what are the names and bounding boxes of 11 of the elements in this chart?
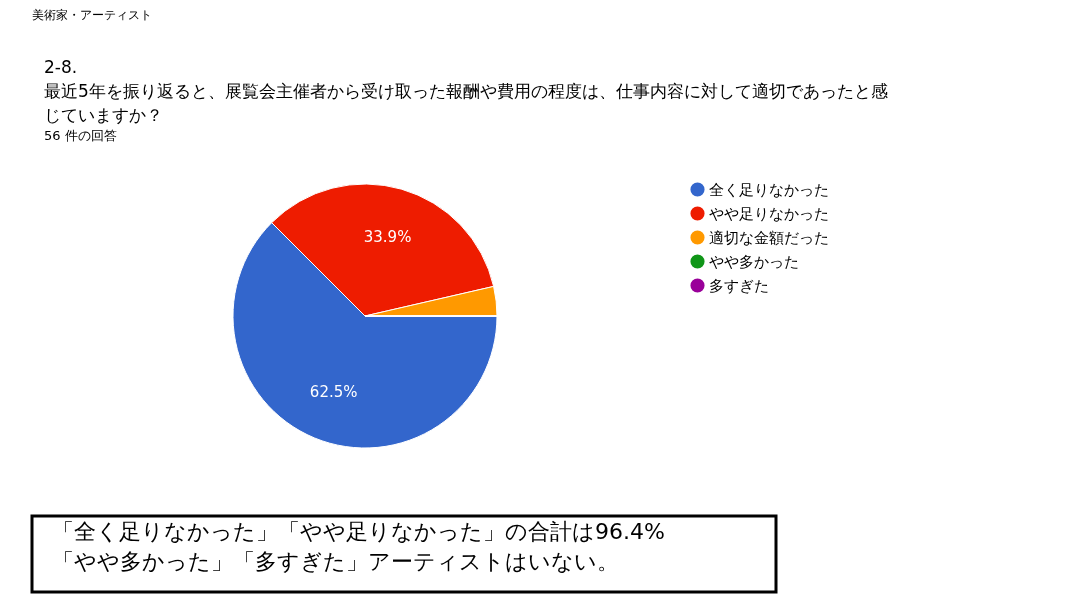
- legend-label: 多すぎた: [709, 276, 769, 295]
- chart-title: 2-8. 最近5年を振り返ると、展覧会主催者から受け取った報酬や費用の程度は、仕事内容に対して適切であったと感じていますか？: [44, 57, 888, 125]
- text: 56 件の回答: [44, 128, 117, 143]
- legend-label: やや足りなかった: [709, 204, 829, 223]
- text: 美術家・アーティスト: [32, 8, 152, 22]
- legend-label: 適切な金額だった: [709, 228, 829, 247]
- data-label: 33.9%: [363, 228, 412, 247]
- legend-label: やや多かった: [709, 252, 799, 271]
- text: 「全く足りなかった」「やや足りなかった」の合計は96.4% 「やや多かった」「多すぎた」アーティストはいない。: [52, 519, 665, 574]
- data-label: 62.5%: [309, 382, 358, 401]
- legend-label: 全く足りなかった: [709, 180, 829, 199]
